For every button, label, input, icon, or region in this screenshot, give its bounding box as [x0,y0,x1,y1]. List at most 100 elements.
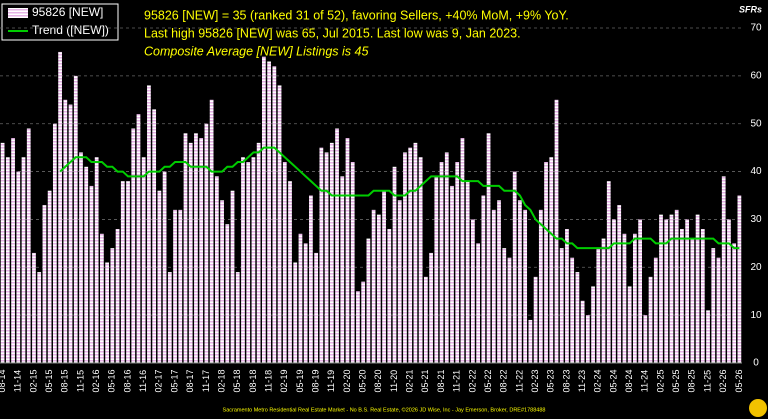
x-tick-label: 11-25 [702,370,712,392]
bar [0,142,5,363]
bar [309,195,313,363]
footer: Sacramento Metro Residential Real Estate… [223,406,546,413]
bar [638,219,642,363]
bar [21,157,26,363]
bar [643,315,648,363]
y-tick-label: 40 [750,166,762,177]
bar [601,238,606,363]
bar [559,248,564,363]
legend: 95826 [NEW] Trend ([NEW]) [1,3,119,41]
x-tick-label: 11-15 [75,370,85,392]
bar [324,152,329,363]
x-tick-label: 02-23 [530,369,540,392]
bar [392,166,397,363]
x-tick-label: 02-22 [467,369,477,392]
bar [340,176,345,363]
bar [622,233,627,363]
bar [241,157,245,363]
bar [434,176,439,363]
trend-line [59,146,740,250]
x-tick-label: 02-26 [718,369,728,392]
bar [580,300,585,363]
bar [32,252,36,363]
bar [549,157,554,363]
bar [11,138,15,363]
x-tick-label: 05-26 [734,369,744,392]
bar [246,162,251,363]
bar [256,142,261,363]
bar [162,171,167,363]
bar [225,224,230,363]
bar [115,229,120,363]
bar [204,123,209,363]
x-tick-label: 02-24 [593,369,603,392]
bar [465,181,470,363]
bar [335,128,339,363]
bar [319,147,324,363]
bar [585,315,590,363]
x-tick-label: 02-18 [216,369,226,392]
bar [606,181,611,363]
bar [126,181,130,363]
legend-label: 95826 [NEW] [32,5,103,19]
x-tick-label: 08-15 [60,369,70,392]
bar [157,190,162,363]
x-tick-label: 11-23 [577,370,587,392]
bar [674,209,679,363]
x-tick-label: 05-24 [608,369,618,392]
bar [387,229,392,363]
bar [518,200,522,363]
x-tick-label: 05-20 [358,369,368,392]
y-tick-label: 10 [750,310,762,321]
bar [329,142,334,363]
bar [376,214,381,363]
bar [690,238,695,363]
bar [94,157,99,363]
x-tick-label: 08-14 [0,369,7,392]
bar [397,200,402,363]
bar [528,319,533,363]
annotation: Composite Average [NEW] Listings is 45 [144,44,368,58]
legend-label: Trend ([NEW]) [32,23,109,37]
bar [136,114,141,364]
x-tick-label: 02-19 [279,369,289,392]
bar [382,190,386,363]
x-tick-label: 11-20 [389,370,399,392]
logo [749,399,767,417]
annotation: 95826 [NEW] = 35 (ranked 31 of 52), favo… [144,8,569,22]
x-tick-label: 08-19 [311,369,321,392]
bar [89,185,94,363]
x-tick-label: 05-23 [546,369,556,392]
y-tick-label: 30 [750,214,762,225]
bar [42,205,47,363]
x-tick-label: 05-17 [169,369,179,392]
x-tick-label: 02-16 [91,369,101,392]
x-tick-label: 05-19 [295,369,305,392]
bar [235,272,240,363]
bar [173,209,177,363]
bar [110,248,115,363]
bar [37,272,42,363]
bar [403,152,407,363]
x-tick-label: 05-22 [483,369,493,392]
y-tick-label: 0 [753,358,759,369]
bar [481,195,486,363]
bar [58,51,62,364]
bar [659,214,663,363]
bar [194,133,198,363]
bar [5,157,10,363]
bar [512,171,517,363]
x-tick-label: 08-16 [122,369,132,392]
bar [288,181,292,363]
bar [596,248,601,363]
x-tick-label: 08-20 [373,369,383,392]
x-tick-label: 05-18 [232,369,242,392]
x-tick-label: 11-24 [640,370,650,392]
x-tick-label: 11-18 [263,370,273,392]
bar [669,214,674,363]
x-tick-label: 08-21 [436,369,446,392]
bar [152,109,157,363]
y-axis-label: SFRs [739,4,762,14]
bar [444,152,449,363]
